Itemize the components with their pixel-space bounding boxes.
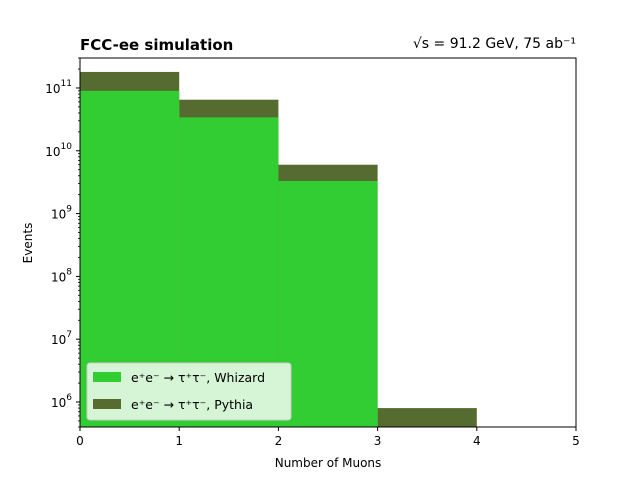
- plot-frame: [79, 57, 577, 428]
- bar-series0-bin3: [377, 408, 477, 427]
- x-tick-label: 5: [572, 434, 580, 448]
- y-tick-label: 108: [51, 267, 72, 284]
- x-ticks: 0 1 2 3 4 5: [76, 427, 580, 448]
- x-tick-label: 2: [275, 434, 283, 448]
- axes: [79, 57, 577, 428]
- y-tick-label: 106: [51, 393, 72, 410]
- x-tick-label: 0: [76, 434, 84, 448]
- bar-series1-bin2: [278, 181, 378, 427]
- y-tick-label: 109: [51, 205, 72, 222]
- y-axis-label: Events: [21, 223, 35, 264]
- x-axis-label: Number of Muons: [275, 456, 382, 470]
- y-ticks: 106 107 108 109 1010 1011: [45, 57, 80, 428]
- legend-label: e⁺e⁻ → τ⁺τ⁻, Whizard: [131, 370, 265, 385]
- y-tick-label: 1011: [45, 79, 72, 96]
- legend-box: [86, 362, 292, 421]
- legend-swatch: [93, 372, 121, 382]
- legend-label: e⁺e⁻ → τ⁺τ⁻, Pythia: [131, 397, 253, 412]
- chart-title-left: FCC-ee simulation: [80, 36, 233, 54]
- legend-swatch: [93, 399, 121, 409]
- x-tick-label: 3: [374, 434, 382, 448]
- chart-title-right: √s = 91.2 GeV, 75 ab⁻¹: [413, 36, 576, 52]
- legend: e⁺e⁻ → τ⁺τ⁻, Whizard e⁺e⁻ → τ⁺τ⁻, Pythia: [86, 362, 292, 421]
- y-tick-label: 1010: [45, 142, 72, 159]
- y-tick-label: 107: [51, 330, 72, 347]
- x-tick-label: 4: [473, 434, 481, 448]
- x-tick-label: 1: [175, 434, 183, 448]
